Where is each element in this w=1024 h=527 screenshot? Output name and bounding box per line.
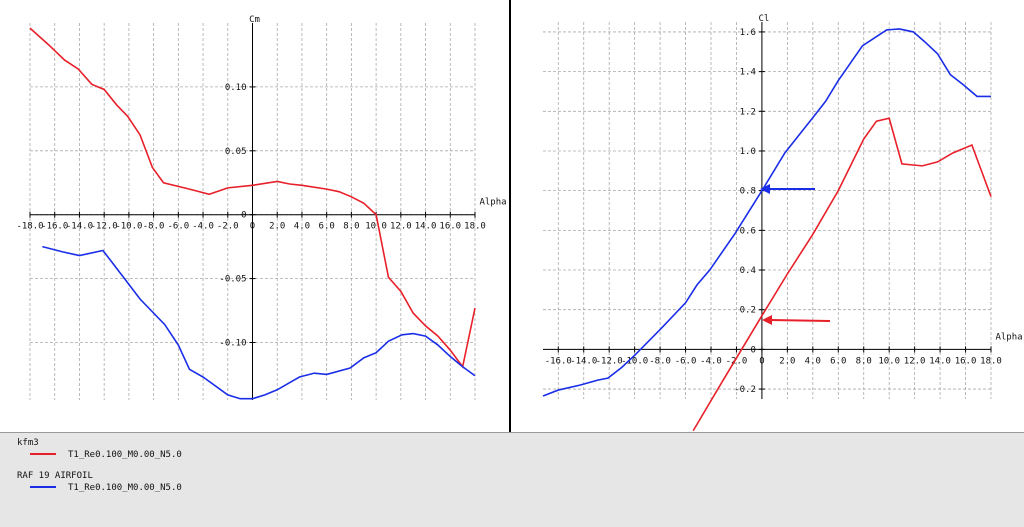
right-panel [511, 0, 1024, 432]
y-tick-label: 1.0 [740, 147, 756, 157]
x-tick-label: 4.0 [805, 356, 821, 366]
x-tick-label: 10.0 [365, 222, 387, 232]
x-tick-label: 12.0 [904, 356, 926, 366]
series-line [542, 28, 991, 397]
y-tick-label: 0.4 [740, 266, 756, 276]
x-axis-label: Alpha [479, 198, 506, 208]
x-tick-label: -16.0 [41, 222, 68, 232]
x-tick-label: -14.0 [570, 356, 597, 366]
x-tick-label: -6.0 [167, 222, 189, 232]
y-tick-label: 0.8 [740, 187, 756, 197]
x-tick-label: -2.0 [726, 356, 748, 366]
arrow-line [769, 319, 831, 322]
legend-group-title: RAF 19 AIRFOIL [17, 471, 93, 481]
x-tick-label: 6.0 [319, 222, 335, 232]
x-tick-label: 10.0 [878, 356, 900, 366]
x-tick-label: -12.0 [91, 222, 118, 232]
series-line [692, 117, 992, 432]
y-tick-label: 0.05 [225, 147, 247, 157]
y-axis-label: Cl [758, 14, 769, 24]
x-tick-label: -12.0 [596, 356, 623, 366]
x-tick-label: -2.0 [217, 222, 239, 232]
y-tick-label: 0.6 [740, 226, 756, 236]
x-tick-label: 8.0 [343, 222, 359, 232]
series-line [42, 245, 476, 400]
x-tick-label: -10.0 [115, 222, 142, 232]
x-tick-label: -16.0 [545, 356, 572, 366]
y-tick-label: 1.2 [740, 107, 756, 117]
y-axis-label: Cm [249, 15, 260, 25]
x-tick-label: -14.0 [66, 222, 93, 232]
x-tick-label: 14.0 [929, 356, 951, 366]
x-tick-label: -6.0 [675, 356, 697, 366]
x-tick-label: -4.0 [192, 222, 214, 232]
y-tick-label: -0.05 [219, 275, 246, 285]
x-tick-label: 6.0 [830, 356, 846, 366]
y-tick-label: 0 [241, 211, 246, 221]
x-tick-label: 16.0 [955, 356, 977, 366]
x-tick-label: -10.0 [621, 356, 648, 366]
y-tick-label: 1.6 [740, 28, 756, 38]
arrow-head [760, 184, 770, 194]
x-tick-label: 16.0 [439, 222, 461, 232]
x-tick-label: 8.0 [856, 356, 872, 366]
y-tick-label: 0.2 [740, 306, 756, 316]
x-tick-label: 4.0 [294, 222, 310, 232]
legend-label: T1_Re0.100_M0.00_N5.0 [68, 450, 182, 460]
y-tick-label: 0 [750, 345, 755, 355]
legend-group-title: kfm3 [17, 438, 39, 448]
x-tick-label: -4.0 [700, 356, 722, 366]
left-panel [0, 0, 509, 432]
x-tick-label: 18.0 [464, 222, 486, 232]
legend-label: T1_Re0.100_M0.00_N5.0 [68, 483, 182, 493]
arrow-head [762, 315, 772, 325]
cm-chart: -18.0-16.0-14.0-12.0-10.0 -8.0 -6.0 -4.0 -2.… [16, 15, 507, 400]
y-tick-label: 1.4 [740, 68, 756, 78]
x-tick-label: 2.0 [779, 356, 795, 366]
series-line [29, 27, 476, 369]
x-tick-label: 18.0 [980, 356, 1002, 366]
x-tick-label: -8.0 [143, 222, 165, 232]
y-tick-label: -0.2 [734, 385, 756, 395]
x-tick-label: -18.0 [16, 222, 43, 232]
x-axis-label: Alpha [995, 332, 1022, 342]
cl-chart: -16.0-14.0-12.0-10.0-8.0 -6.0-4.0 -2.00 2.0… [542, 14, 1023, 432]
annotation-arrows [760, 184, 831, 325]
legend: kfm3 T1_Re0.100_M0.00_N5.0 RAF 19 AIRFOIL T… [17, 438, 182, 493]
y-tick-label: 0.10 [225, 83, 247, 93]
y-tick-label: -0.10 [219, 338, 246, 348]
x-tick-label: 2.0 [269, 222, 285, 232]
x-tick-label: 14.0 [415, 222, 437, 232]
x-tick-label: -8.0 [649, 356, 671, 366]
x-tick-label: 12.0 [390, 222, 412, 232]
